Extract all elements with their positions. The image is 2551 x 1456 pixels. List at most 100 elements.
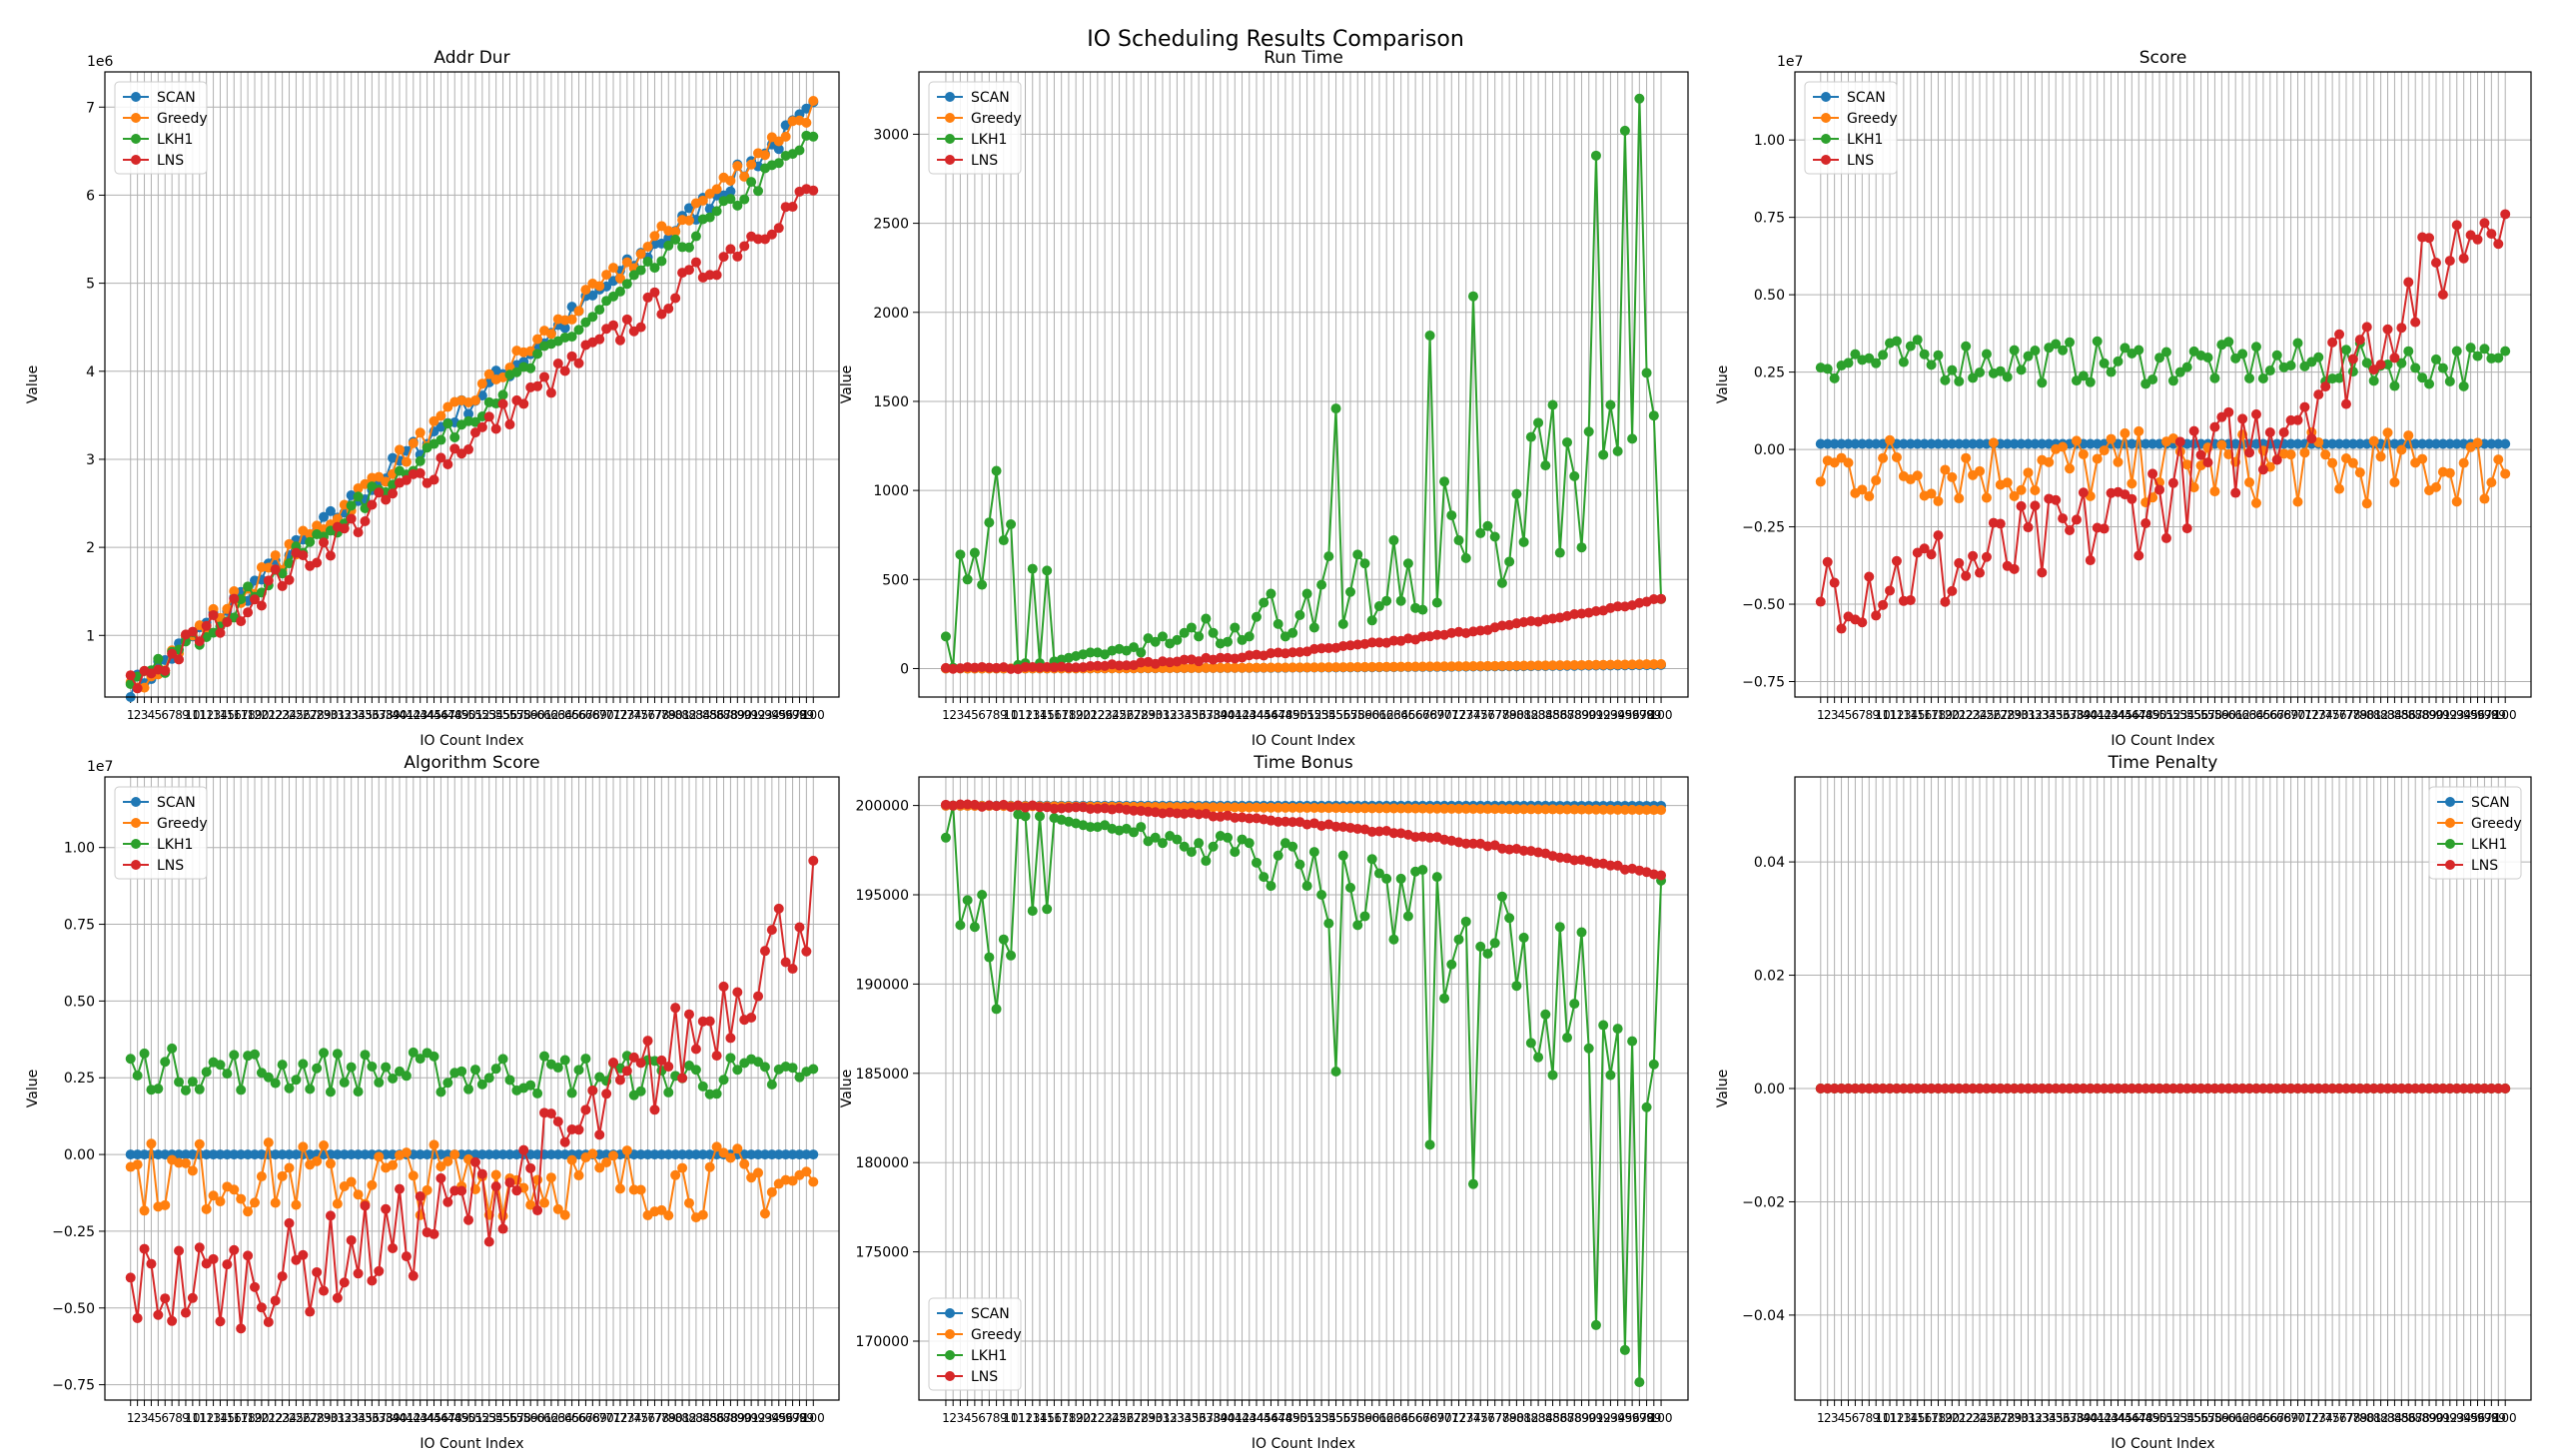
- x-tick-label: 55: [1328, 708, 1343, 722]
- data-point-lns: [2334, 329, 2345, 340]
- x-tick-label: 13: [1025, 708, 1040, 722]
- data-point-lkh1: [2237, 349, 2248, 360]
- x-tick-label: 97: [2477, 708, 2492, 722]
- x-tick-label: 1: [942, 708, 950, 722]
- data-point-greedy: [642, 242, 653, 253]
- x-tick-label: 50: [460, 1411, 475, 1425]
- data-point-lns: [243, 607, 254, 618]
- x-tick-label: 68: [2276, 708, 2291, 722]
- x-axis-label: IO Count Index: [1252, 1436, 1355, 1452]
- data-point-lkh1: [1453, 535, 1464, 546]
- data-point-greedy: [1576, 659, 1587, 670]
- x-tick-label: 89: [730, 1411, 745, 1425]
- data-point-greedy: [395, 444, 406, 455]
- x-tick-label: 12: [1018, 708, 1033, 722]
- x-tick-label: 74: [2318, 708, 2333, 722]
- x-tick-label: 19: [247, 1411, 262, 1425]
- data-point-lkh1: [532, 1088, 543, 1098]
- x-tick-label: 2: [1824, 708, 1832, 722]
- x-tick-label: 43: [2104, 708, 2119, 722]
- x-tick-label: 66: [2262, 708, 2277, 722]
- x-tick-label: 9: [1000, 708, 1008, 722]
- data-point-lkh1: [711, 1089, 722, 1099]
- data-point-lkh1: [998, 934, 1009, 945]
- data-point-lkh1: [2313, 352, 2324, 363]
- data-point-greedy: [545, 1172, 556, 1183]
- x-tick-label: 88: [1567, 708, 1582, 722]
- x-tick-label: 85: [1545, 708, 1560, 722]
- data-point-lkh1: [1027, 906, 1038, 917]
- x-tick-label: 64: [557, 708, 572, 722]
- data-point-greedy: [2479, 493, 2490, 504]
- data-point-lns: [381, 1203, 392, 1214]
- x-tick-label: 100: [802, 708, 825, 722]
- data-point-lkh1: [2424, 378, 2435, 389]
- data-point-lns: [1995, 518, 2006, 529]
- x-tick-label: 37: [1199, 708, 1214, 722]
- data-point-lns: [1885, 585, 1896, 596]
- y-tick-label: 0.00: [1754, 442, 1785, 458]
- x-tick-label: 17: [234, 1411, 249, 1425]
- data-point-lns: [215, 627, 226, 638]
- data-point-lkh1: [725, 194, 736, 205]
- x-tick-label: 41: [399, 708, 414, 722]
- x-tick-label: 17: [1054, 708, 1069, 722]
- x-tick-label: 59: [523, 1411, 538, 1425]
- data-point-lns: [194, 1242, 205, 1253]
- data-point-lkh1: [153, 653, 164, 664]
- x-tick-label: 38: [379, 1411, 394, 1425]
- data-point-lkh1: [1208, 841, 1219, 852]
- data-point-lns: [1063, 662, 1074, 673]
- data-point-greedy: [1482, 660, 1493, 671]
- data-point-greedy: [1279, 662, 1290, 673]
- x-tick-label: 62: [543, 1411, 558, 1425]
- data-point-greedy: [483, 368, 494, 379]
- x-tick-label: 98: [2484, 708, 2499, 722]
- x-tick-label: 5: [155, 1411, 163, 1425]
- data-point-greedy: [1402, 661, 1413, 672]
- data-point-scan: [2030, 438, 2041, 449]
- data-point-lkh1: [1157, 838, 1168, 849]
- x-tick-label: 58: [1350, 708, 1365, 722]
- data-point-greedy: [1988, 437, 1999, 448]
- data-point-lns: [1926, 549, 1937, 560]
- data-point-greedy: [1605, 659, 1616, 670]
- x-tick-label: 90: [737, 708, 752, 722]
- x-tick-label: 77: [2338, 708, 2353, 722]
- data-point-lns: [2340, 398, 2351, 409]
- y-tick-label: −0.04: [1742, 1308, 1785, 1324]
- data-point-lkh1: [1287, 627, 1298, 638]
- data-point-lkh1: [305, 536, 316, 547]
- data-point-greedy: [1410, 661, 1421, 672]
- data-point-greedy: [2216, 439, 2227, 450]
- data-point-lns: [1345, 640, 1356, 651]
- x-tick-label: 47: [2131, 708, 2146, 722]
- data-point-lns: [608, 1058, 619, 1069]
- data-point-lkh1: [594, 305, 605, 316]
- data-point-lkh1: [1381, 595, 1392, 606]
- x-tick-label: 63: [1386, 708, 1401, 722]
- legend-swatch-marker: [131, 92, 141, 102]
- data-point-lns: [1431, 629, 1442, 640]
- x-tick-label: 35: [2049, 708, 2064, 722]
- data-point-lkh1: [1439, 476, 1450, 487]
- x-tick-label: 51: [467, 708, 482, 722]
- data-point-lkh1: [236, 1085, 247, 1095]
- x-tick-label: 50: [2151, 708, 2166, 722]
- legend-swatch-marker: [945, 134, 955, 144]
- y-axis-label: Value: [1715, 1070, 1731, 1107]
- data-point-greedy: [1337, 662, 1348, 673]
- data-point-greedy: [697, 195, 708, 206]
- data-point-greedy: [2106, 433, 2117, 444]
- y-tick-label: 195000: [856, 888, 909, 904]
- y-tick-label: 1: [86, 628, 95, 644]
- data-point-lns: [250, 594, 261, 605]
- data-point-scan: [559, 323, 570, 334]
- data-point-greedy: [1424, 661, 1435, 672]
- data-point-lns: [753, 991, 764, 1002]
- data-point-greedy: [711, 184, 722, 195]
- x-tick-label: 72: [612, 1411, 627, 1425]
- x-tick-label: 29: [1141, 708, 1156, 722]
- y-tick-label: 500: [882, 572, 909, 588]
- x-tick-label: 11: [1882, 708, 1897, 722]
